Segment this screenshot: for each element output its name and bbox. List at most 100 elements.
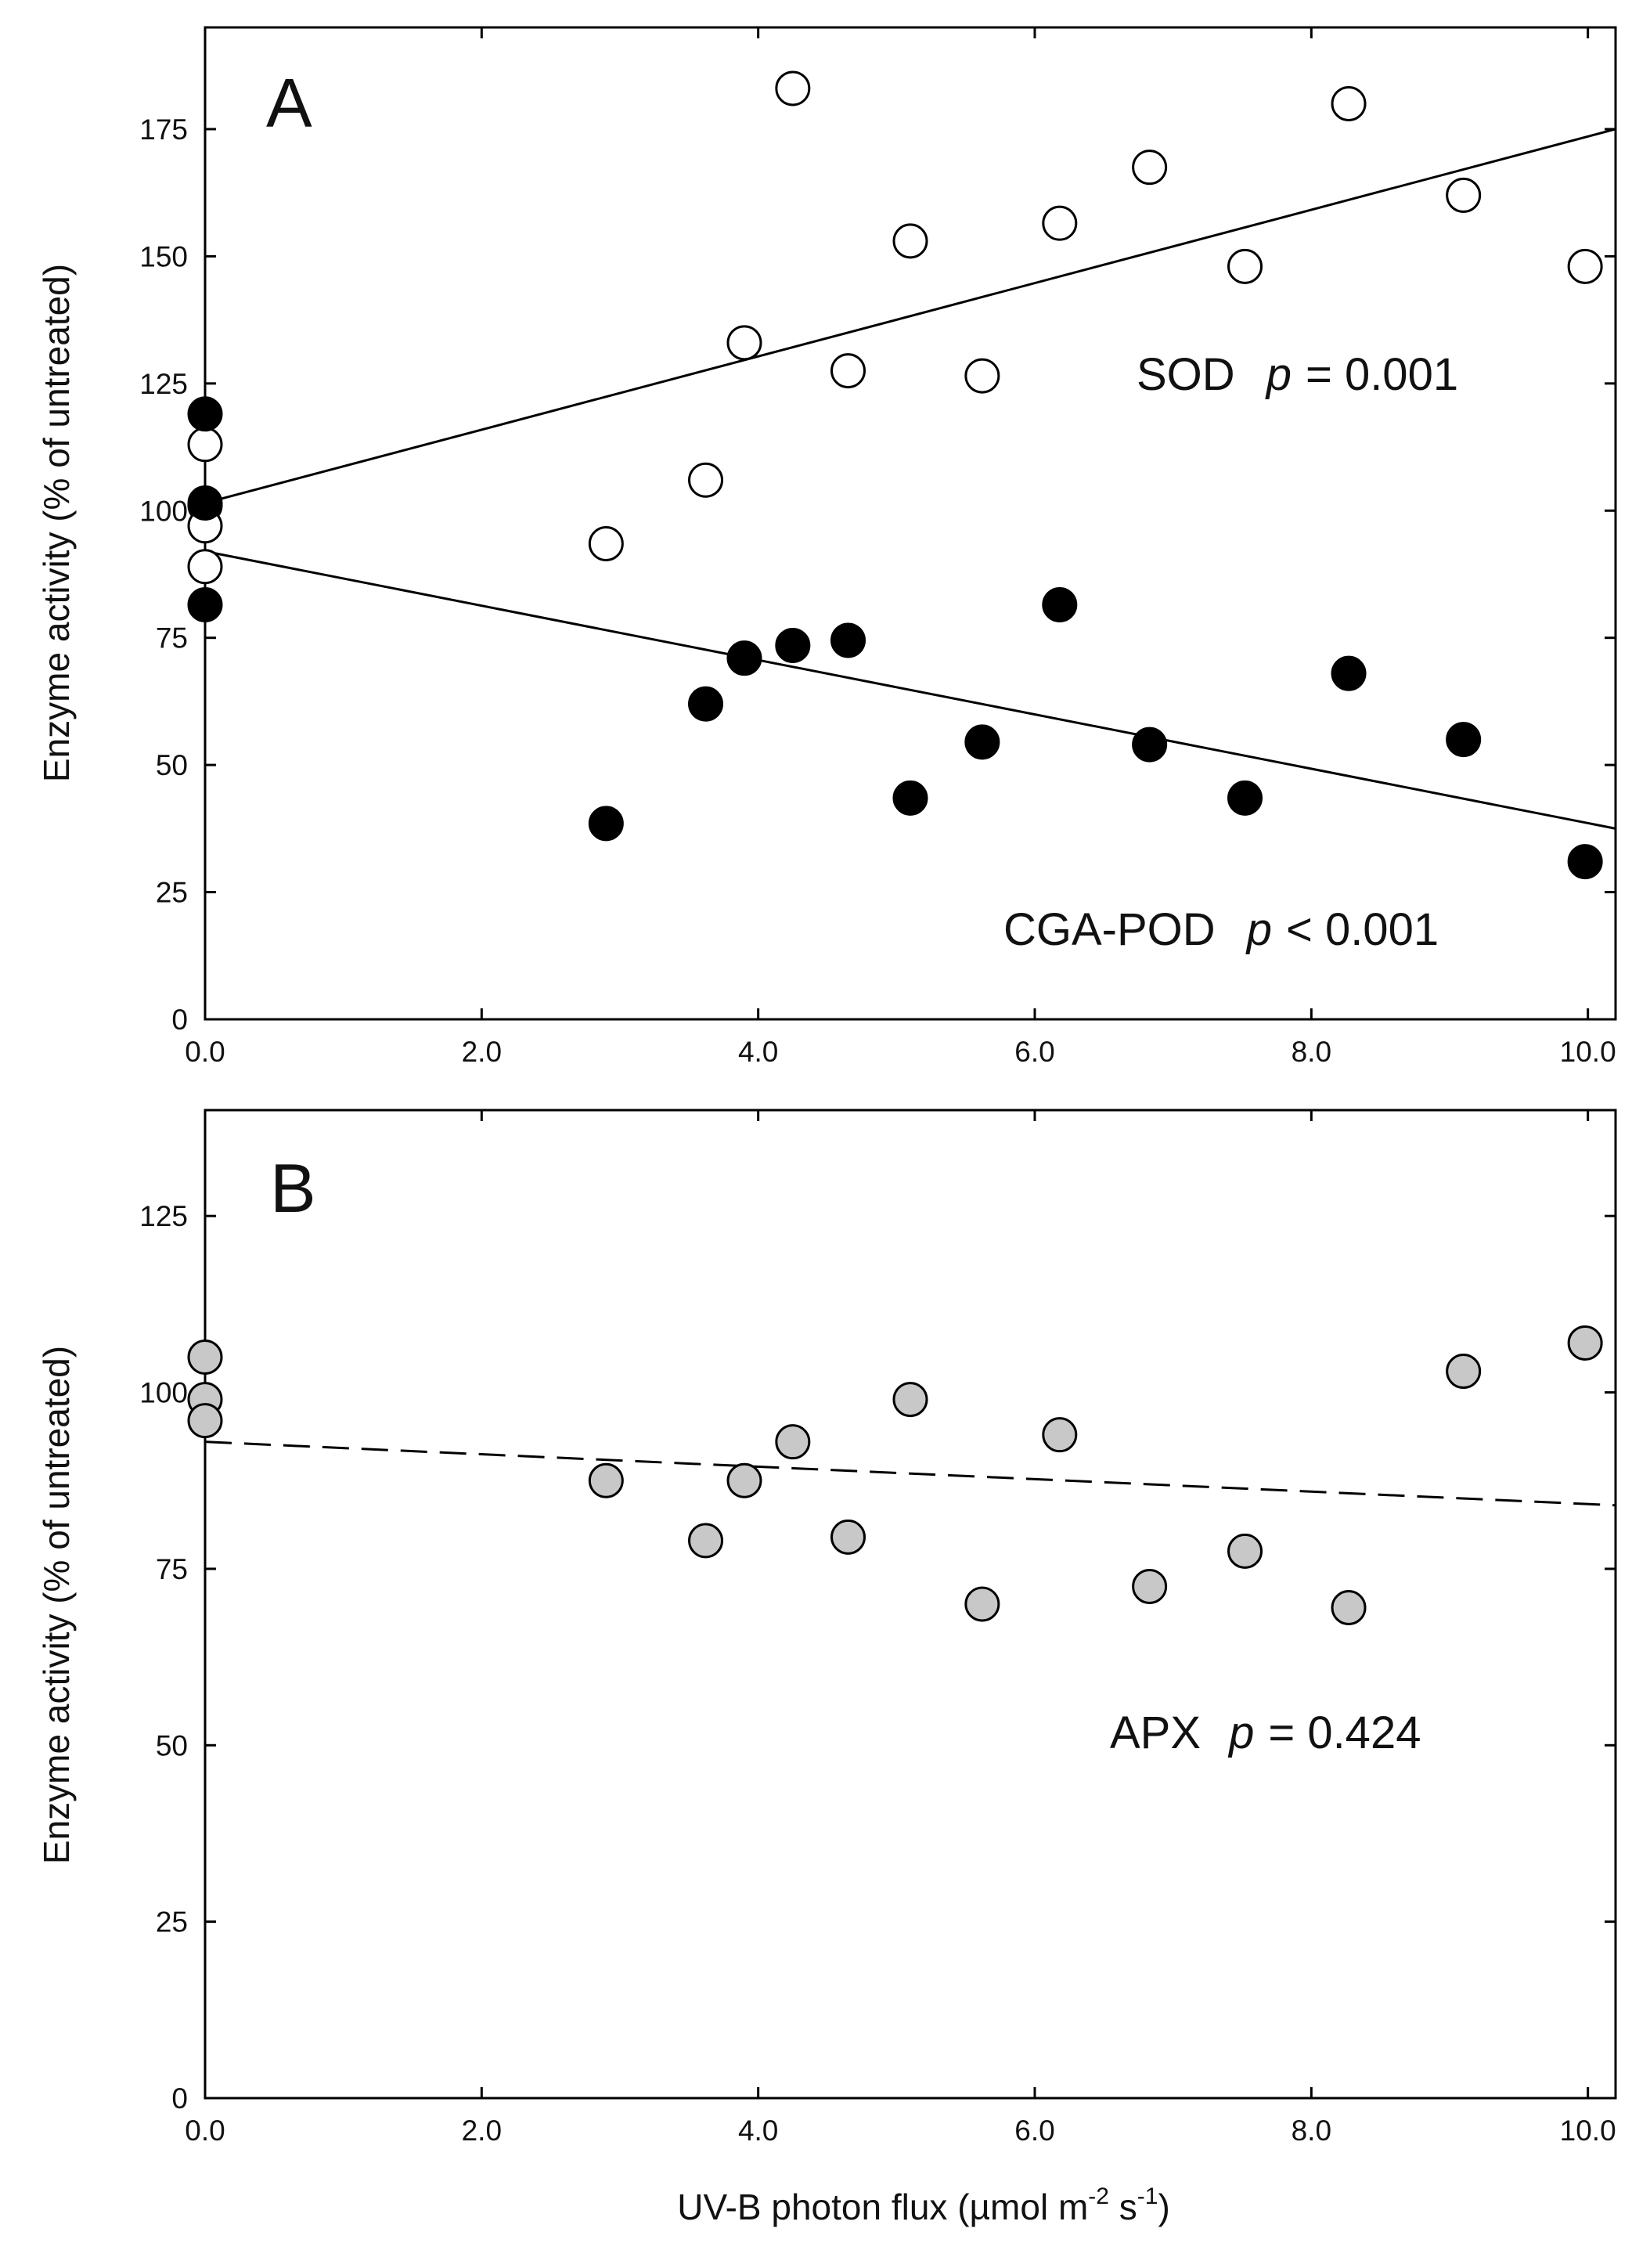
cga-pod-point	[964, 724, 1000, 760]
panel-b-xtick-label: 2.0	[462, 2115, 502, 2147]
apx-point	[1446, 1354, 1482, 1390]
cga-pod-point	[830, 622, 866, 658]
panel-b-points	[187, 1325, 1603, 1626]
cga-pod-annotation-p: p	[1245, 904, 1272, 955]
sod-point	[726, 325, 762, 361]
cga-pod-point	[187, 485, 223, 521]
panel-b-fit-lines	[204, 1440, 1616, 1507]
panel-a-xtick-label: 0.0	[185, 1036, 225, 1068]
apx-annotation-p: p	[1227, 1707, 1254, 1758]
sod-annotation: SOD p = 0.001	[1137, 349, 1458, 400]
panel-a: 0.0 2.0 4.0 6.0 8.0 10.0 0 25 50 75 100 125 150 175 A…	[36, 26, 1617, 1068]
cga-pod-annotation-label: CGA-POD	[1003, 904, 1216, 955]
sod-point	[775, 70, 811, 106]
sod-point	[187, 549, 223, 585]
sod-annotation-value: = 0.001	[1306, 349, 1458, 400]
panel-a-fit-lines	[204, 128, 1616, 830]
panel-b-plot-frame	[204, 1109, 1617, 2100]
panel-a-ytick-label: 50	[156, 749, 188, 781]
apx-annotation-value: = 0.424	[1268, 1707, 1421, 1758]
sod-point	[830, 353, 866, 389]
apx-point	[187, 1340, 223, 1375]
panel-a-ytick-label: 75	[156, 622, 188, 654]
cga-pod-point	[688, 686, 724, 722]
apx-point	[775, 1424, 811, 1460]
cga-pod-annotation: CGA-POD p < 0.001	[1003, 904, 1439, 955]
sod-fit-line	[204, 128, 1616, 504]
panel-b-ytick-label: 50	[156, 1729, 188, 1761]
apx-point	[688, 1523, 724, 1559]
sod-annotation-label: SOD	[1137, 349, 1235, 400]
panel-a-plot-frame	[204, 26, 1617, 1021]
panel-a-xtick-label: 8.0	[1292, 1036, 1331, 1068]
panel-b-xtick-label: 4.0	[738, 2115, 778, 2147]
sod-point	[588, 525, 624, 561]
sod-point	[964, 358, 1000, 394]
sod-point	[1132, 150, 1168, 186]
apx-point	[588, 1462, 624, 1498]
cga-pod-fit-line	[204, 550, 1616, 830]
cga-pod-point	[1132, 727, 1168, 763]
panel-b-xlabel: UV-B photon flux (µmol m-2 s-1)	[677, 2183, 1170, 2227]
apx-point	[1042, 1417, 1078, 1453]
sod-point	[187, 427, 223, 463]
panel-a-ytick-label: 0	[171, 1004, 188, 1036]
apx-point	[1132, 1568, 1168, 1604]
apx-point	[892, 1382, 928, 1418]
cga-pod-point	[187, 396, 223, 432]
panel-a-ylabel: Enzyme activity (% of untreated)	[36, 264, 77, 782]
panel-b: 0.0 2.0 4.0 6.0 8.0 10.0 0 25 50 75 100 125 B Enzym…	[36, 1109, 1617, 2227]
sod-point	[1446, 177, 1482, 213]
panel-a-ytick-label: 25	[156, 877, 188, 909]
panel-a-ytick-label: 175	[139, 114, 188, 146]
panel-a-xtick-label: 2.0	[462, 1036, 502, 1068]
panel-b-letter: B	[270, 1149, 316, 1227]
cga-pod-annotation-value: < 0.001	[1286, 904, 1439, 955]
panel-b-axes: 0.0 2.0 4.0 6.0 8.0 10.0 0 25 50 75 100 125	[139, 1110, 1616, 2147]
panel-a-ytick-label: 125	[139, 368, 188, 400]
panel-a-ytick-label: 100	[139, 495, 188, 527]
panel-b-xtick-label: 8.0	[1292, 2115, 1331, 2147]
panel-a-axes: 0.0 2.0 4.0 6.0 8.0 10.0 0 25 50 75 100 125 150 175	[139, 27, 1616, 1068]
apx-point	[1227, 1533, 1263, 1569]
panel-b-ytick-label: 75	[156, 1553, 188, 1585]
cga-pod-point	[1227, 780, 1263, 816]
panel-a-points	[187, 70, 1603, 880]
apx-point	[187, 1403, 223, 1439]
apx-point	[830, 1519, 866, 1555]
panel-b-ytick-label: 0	[171, 2082, 188, 2115]
panel-b-xtick-label: 6.0	[1014, 2115, 1054, 2147]
panel-b-ylabel: Enzyme activity (% of untreated)	[36, 1346, 77, 1864]
cga-pod-point	[588, 806, 624, 842]
cga-pod-point	[1331, 655, 1367, 691]
panel-a-letter: A	[266, 64, 312, 142]
cga-pod-point	[1042, 586, 1078, 622]
sod-point	[1331, 85, 1367, 121]
cga-pod-point	[775, 627, 811, 663]
apx-point	[1331, 1590, 1367, 1626]
sod-point	[1227, 248, 1263, 284]
cga-pod-point	[1567, 844, 1603, 880]
apx-annotation-label: APX	[1110, 1707, 1201, 1758]
cga-pod-point	[187, 586, 223, 622]
panel-b-xtick-label: 10.0	[1560, 2115, 1616, 2147]
apx-point	[726, 1462, 762, 1498]
panel-a-xtick-label: 6.0	[1014, 1036, 1054, 1068]
cga-pod-point	[892, 780, 928, 816]
sod-point	[1567, 248, 1603, 284]
cga-pod-point	[726, 640, 762, 676]
panel-b-ytick-label: 125	[139, 1200, 188, 1232]
apx-point	[1567, 1325, 1603, 1361]
panel-a-xtick-label: 4.0	[738, 1036, 778, 1068]
apx-fit-line	[204, 1440, 1616, 1507]
sod-annotation-p: p	[1265, 349, 1292, 400]
panel-b-ytick-label: 100	[139, 1377, 188, 1409]
panel-a-xtick-label: 10.0	[1560, 1036, 1616, 1068]
sod-point	[892, 223, 928, 259]
sod-point	[688, 462, 724, 498]
sod-point	[1042, 205, 1078, 241]
panel-b-ytick-label: 25	[156, 1906, 188, 1938]
panel-a-ytick-label: 150	[139, 240, 188, 272]
apx-point	[964, 1586, 1000, 1622]
